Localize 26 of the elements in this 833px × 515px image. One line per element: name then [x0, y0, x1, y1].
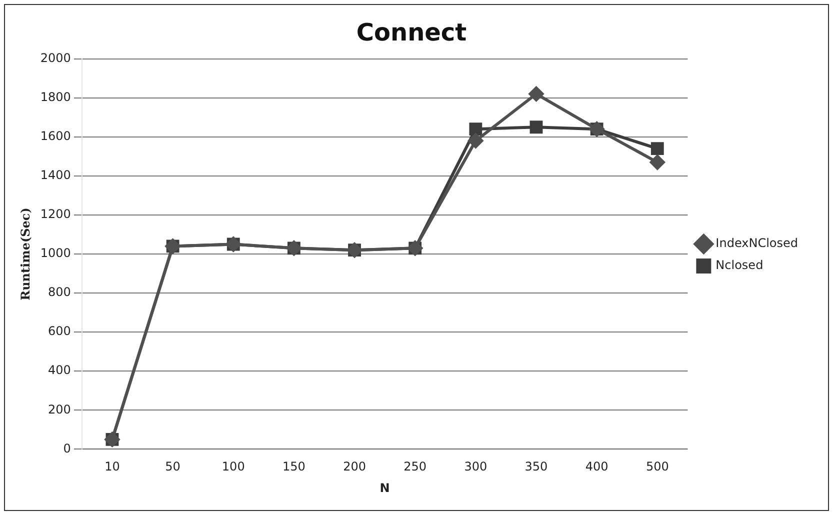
chart-title: Connect: [356, 18, 467, 47]
y-tick-label: 400: [48, 363, 71, 378]
x-tick-label: 50: [165, 460, 180, 474]
x-tick-label: 500: [646, 460, 669, 474]
legend-label: Nclosed: [716, 258, 764, 272]
x-tick-label: 100: [222, 460, 245, 474]
y-tick-label: 200: [48, 402, 71, 416]
legend-label: IndexNClosed: [716, 236, 798, 250]
y-tick-label: 800: [48, 285, 71, 300]
x-tick-label: 350: [524, 460, 548, 474]
y-tick-label: 0: [63, 441, 71, 456]
x-tick-label: 150: [282, 460, 306, 474]
y-tick-label: 1800: [40, 90, 71, 104]
y-tick-label: 2000: [40, 50, 71, 65]
y-tick-label: 1400: [40, 168, 71, 182]
x-tick-label: 300: [464, 460, 488, 474]
y-axis-title: Runtime(Sec): [18, 208, 32, 300]
x-tick-label: 250: [404, 460, 427, 474]
x-tick-label: 10: [104, 460, 120, 474]
x-tick-label: 200: [343, 460, 366, 474]
x-axis-title: N: [380, 480, 390, 495]
y-tick-label: 600: [48, 324, 71, 338]
y-tick-label: 1200: [40, 207, 71, 222]
y-tick-label: 1600: [40, 129, 71, 144]
x-tick-label: 400: [585, 460, 608, 474]
y-tick-label: 1000: [40, 246, 71, 260]
